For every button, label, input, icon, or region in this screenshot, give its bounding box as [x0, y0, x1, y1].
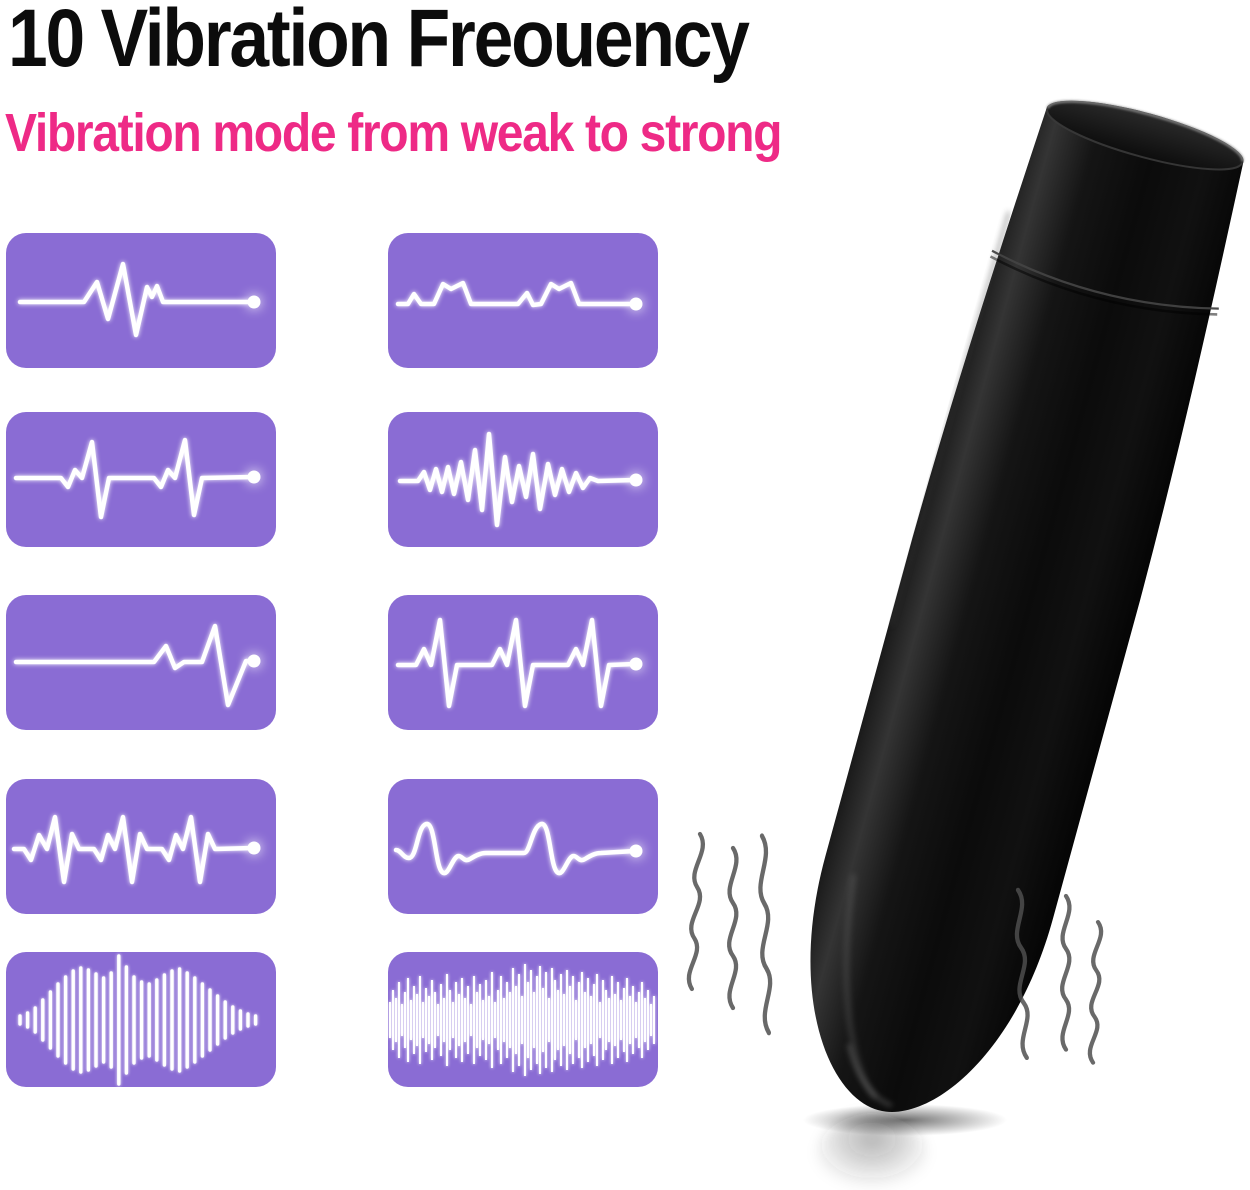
vibration-mode-tile-8: [388, 779, 658, 914]
waveform-icon: [388, 964, 656, 1076]
waveform-trace: [17, 261, 256, 338]
vibration-mode-tile-7: [6, 779, 276, 914]
waveform-trace: [11, 814, 256, 885]
waveform-icon: [395, 280, 643, 311]
waveform-trace: [13, 437, 256, 520]
vibration-squiggle-icon: [686, 831, 705, 992]
bullet-top-cap: [1046, 100, 1244, 170]
product-reflection: [817, 1114, 927, 1190]
waveform-icon: [13, 437, 261, 520]
vibration-mode-tile-9: [6, 952, 276, 1087]
vibration-mode-tile-10: [388, 952, 658, 1087]
waveform-trace: [393, 821, 638, 876]
vibration-mode-tile-5: [6, 595, 276, 730]
bullet-body: [810, 100, 1244, 1112]
waveform-icon: [11, 814, 261, 885]
subheadline: Vibration mode from weak to strong: [5, 103, 783, 163]
waveform-end-dot: [247, 654, 261, 668]
waveform-icon: [397, 431, 643, 528]
vibration-squiggle-icon: [1087, 920, 1104, 1065]
waveform-end-dot: [629, 657, 643, 671]
waveform-trace: [395, 617, 638, 709]
cap-rim-highlight: [1046, 100, 1244, 162]
waveform-end-dot: [247, 295, 261, 309]
waveform-icon: [18, 954, 258, 1086]
waveform-trace: [397, 431, 638, 528]
waveform-end-dot: [629, 844, 643, 858]
tip-edge-glint: [846, 1043, 893, 1108]
waveform-icon: [17, 261, 261, 338]
waveform-trace: [13, 623, 256, 708]
left-edge-sheen: [889, 211, 1011, 626]
cap-rim-lower: [1046, 109, 1244, 171]
body-seam-line: [991, 249, 1219, 310]
vibration-mode-tile-6: [388, 595, 658, 730]
vibration-squiggle-icon: [1060, 893, 1072, 1052]
waveform-bars: [18, 954, 258, 1086]
vibration-mode-tile-2: [388, 233, 658, 368]
vibration-squiggle-icon: [1014, 887, 1030, 1061]
vibration-mode-tile-4: [388, 412, 658, 547]
vibration-squiggle-icon: [727, 845, 739, 1011]
vibration-mode-tile-3: [6, 412, 276, 547]
waveform-icon: [13, 623, 261, 708]
bullet-vibrator-photo: [810, 100, 1244, 1112]
waveform-end-dot: [247, 841, 261, 855]
waveform-bars: [388, 964, 656, 1076]
waveform-end-dot: [247, 470, 261, 484]
waveform-end-dot: [629, 473, 643, 487]
vibration-squiggle-icon: [758, 833, 773, 1036]
headline: 10 Vibration Freouency: [8, 0, 750, 84]
waveform-icon: [395, 617, 643, 709]
body-seam-shade: [989, 255, 1218, 316]
waveform-icon: [393, 821, 643, 876]
waveform-end-dot: [629, 297, 643, 311]
waveform-trace: [395, 280, 638, 308]
vibration-mode-tile-1: [6, 233, 276, 368]
